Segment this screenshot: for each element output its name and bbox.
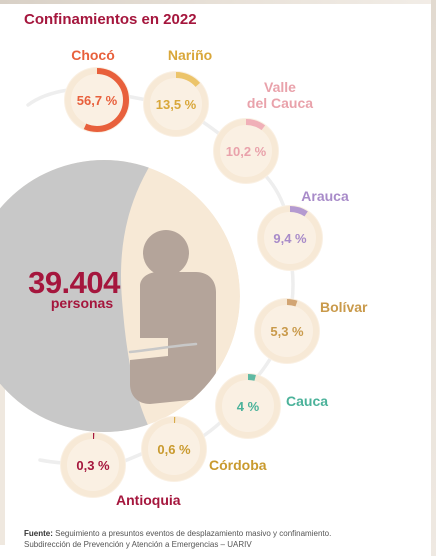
category-label-bolivar: Bolívar bbox=[320, 299, 368, 315]
ring-value-cauca bbox=[216, 374, 280, 438]
ring-value-arauca bbox=[258, 206, 322, 270]
category-label-cauca: Cauca bbox=[286, 393, 328, 409]
big-circle-group bbox=[0, 160, 240, 432]
data-label-cordoba: 0,6 % bbox=[157, 442, 191, 457]
data-label-narino: 13,5 % bbox=[156, 97, 197, 112]
source-line2: Subdirección de Prevención y Atención a … bbox=[24, 540, 252, 549]
ring-bg-narino bbox=[143, 71, 209, 137]
category-label-line1: Valle bbox=[264, 79, 296, 95]
ring-value-valle-del-cauca bbox=[214, 119, 278, 183]
ring-value-bolivar bbox=[255, 299, 319, 363]
left-accent-bar bbox=[0, 345, 5, 545]
person-body-icon bbox=[130, 272, 216, 404]
ring-value-antioquia bbox=[61, 433, 125, 497]
category-label-cordoba: Córdoba bbox=[209, 457, 267, 473]
category-label-line2: del Cauca bbox=[247, 95, 313, 111]
source-text: Seguimiento a presuntos eventos de despl… bbox=[55, 529, 332, 538]
source-label: Fuente: bbox=[24, 529, 53, 538]
person-head-icon bbox=[143, 230, 189, 276]
big-circle-gray-half bbox=[0, 160, 160, 432]
ring-bg-arauca bbox=[257, 205, 323, 271]
ring-bg-bolivar bbox=[254, 298, 320, 364]
category-label-valle-del-cauca: Valle del Cauca bbox=[247, 79, 313, 111]
top-border bbox=[0, 0, 436, 4]
data-label-bolivar: 5,3 % bbox=[270, 324, 304, 339]
ring-bg-cauca bbox=[215, 373, 281, 439]
chart-title: Confinamientos en 2022 bbox=[24, 11, 197, 28]
data-label-antioquia: 0,3 % bbox=[76, 458, 110, 473]
connector-arc bbox=[26, 88, 295, 465]
ring-value-cordoba bbox=[142, 417, 206, 481]
source-footer: Fuente: Seguimiento a presuntos eventos … bbox=[24, 528, 424, 550]
category-label-arauca: Arauca bbox=[301, 188, 349, 204]
ring-bg-antioquia bbox=[60, 432, 126, 498]
person-arm-line bbox=[128, 342, 198, 354]
data-label-arauca: 9,4 % bbox=[273, 231, 307, 246]
ring-value-narino bbox=[144, 72, 208, 136]
category-label-choco: Chocó bbox=[71, 47, 115, 63]
right-border bbox=[431, 0, 436, 556]
total-value: 39.404 bbox=[28, 265, 121, 300]
data-label-choco: 56,7 % bbox=[77, 93, 118, 108]
data-label-valle-del-cauca: 10,2 % bbox=[226, 144, 267, 159]
total-unit: personas bbox=[51, 295, 113, 311]
ring-bg-cordoba bbox=[141, 416, 207, 482]
data-label-cauca: 4 % bbox=[237, 399, 260, 414]
category-label-narino: Nariño bbox=[168, 47, 212, 63]
ring-bg-choco bbox=[64, 67, 130, 133]
category-label-antioquia: Antioquia bbox=[116, 492, 181, 508]
ring-value-choco bbox=[65, 68, 129, 132]
ring-bg-valle-del-cauca bbox=[213, 118, 279, 184]
